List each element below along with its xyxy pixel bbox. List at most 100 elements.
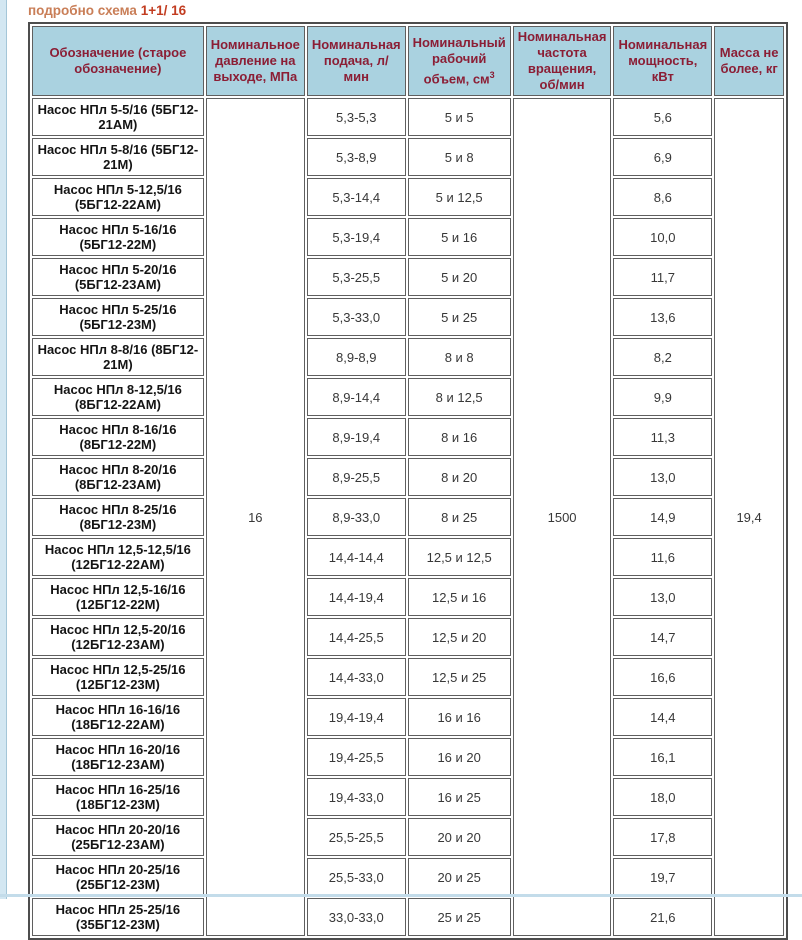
- volume-value-cell: 5 и 8: [408, 138, 511, 176]
- pump-name-cell: Насос НПл 8-16/16 (8БГ12-22М): [32, 418, 204, 456]
- pump-name-cell: Насос НПл 16-16/16 (18БГ12-22АМ): [32, 698, 204, 736]
- power-value-cell: 9,9: [613, 378, 712, 416]
- power-value-cell: 18,0: [613, 778, 712, 816]
- flow-value-cell: 5,3-8,9: [307, 138, 406, 176]
- pump-spec-table: Обозначение (старое обозначение) Номинал…: [28, 22, 788, 940]
- table-row: Насос НПл 20-25/16 (25БГ12-23М) 25,5-33,0…: [32, 858, 784, 896]
- flow-value-cell: 5,3-5,3: [307, 98, 406, 136]
- volume-value-cell: 12,5 и 16: [408, 578, 511, 616]
- power-value-cell: 19,7: [613, 858, 712, 896]
- title-link[interactable]: подробно схема: [28, 3, 141, 18]
- flow-value-cell: 8,9-33,0: [307, 498, 406, 536]
- pump-name-cell: Насос НПл 8-20/16 (8БГ12-23АМ): [32, 458, 204, 496]
- pump-name-cell: Насос НПл 20-20/16 (25БГ12-23АМ): [32, 818, 204, 856]
- volume-value-cell: 20 и 25: [408, 858, 511, 896]
- pump-name-cell: Насос НПл 16-25/16 (18БГ12-23М): [32, 778, 204, 816]
- flow-value-cell: 5,3-19,4: [307, 218, 406, 256]
- power-value-cell: 14,9: [613, 498, 712, 536]
- flow-value-cell: 14,4-19,4: [307, 578, 406, 616]
- power-value-cell: 14,7: [613, 618, 712, 656]
- pump-name-cell: Насос НПл 5-8/16 (5БГ12-21М): [32, 138, 204, 176]
- power-value-cell: 8,2: [613, 338, 712, 376]
- flow-value-cell: 5,3-14,4: [307, 178, 406, 216]
- volume-value-cell: 16 и 25: [408, 778, 511, 816]
- flow-value-cell: 14,4-25,5: [307, 618, 406, 656]
- volume-value-cell: 16 и 16: [408, 698, 511, 736]
- pump-name-cell: Насос НПл 8-25/16 (8БГ12-23М): [32, 498, 204, 536]
- volume-value-cell: 12,5 и 25: [408, 658, 511, 696]
- flow-value-cell: 8,9-19,4: [307, 418, 406, 456]
- speed-value-cell: 1500: [513, 98, 612, 936]
- pump-name-cell: Насос НПл 25-25/16 (35БГ12-23М): [32, 898, 204, 936]
- volume-value-cell: 5 и 5: [408, 98, 511, 136]
- volume-value-cell: 25 и 25: [408, 898, 511, 936]
- pump-name-cell: Насос НПл 12,5-12,5/16 (12БГ12-22АМ): [32, 538, 204, 576]
- volume-value-cell: 12,5 и 20: [408, 618, 511, 656]
- volume-value-cell: 5 и 16: [408, 218, 511, 256]
- page-bottom-edge: [0, 894, 802, 897]
- volume-value-cell: 8 и 12,5: [408, 378, 511, 416]
- power-value-cell: 11,6: [613, 538, 712, 576]
- power-value-cell: 16,1: [613, 738, 712, 776]
- power-value-cell: 21,6: [613, 898, 712, 936]
- header-volume: Номинальный рабочий объем, см3: [408, 26, 511, 96]
- pressure-value-cell: 16: [206, 98, 305, 936]
- flow-value-cell: 25,5-25,5: [307, 818, 406, 856]
- table-row: Насос НПл 12,5-12,5/16 (12БГ12-22АМ) 14,4…: [32, 538, 784, 576]
- power-value-cell: 13,0: [613, 458, 712, 496]
- pump-name-cell: Насос НПл 5-12,5/16 (5БГ12-22АМ): [32, 178, 204, 216]
- pump-name-cell: Насос НПл 8-8/16 (8БГ12-21М): [32, 338, 204, 376]
- title-scheme-label: 1+1/ 16: [141, 3, 186, 18]
- table-row: Насос НПл 25-25/16 (35БГ12-23М) 33,0-33,0…: [32, 898, 784, 936]
- table-row: Насос НПл 20-20/16 (25БГ12-23АМ) 25,5-25,…: [32, 818, 784, 856]
- power-value-cell: 6,9: [613, 138, 712, 176]
- volume-value-cell: 12,5 и 12,5: [408, 538, 511, 576]
- pump-name-cell: Насос НПл 20-25/16 (25БГ12-23М): [32, 858, 204, 896]
- volume-value-cell: 8 и 20: [408, 458, 511, 496]
- flow-value-cell: 14,4-14,4: [307, 538, 406, 576]
- flow-value-cell: 19,4-33,0: [307, 778, 406, 816]
- flow-value-cell: 19,4-19,4: [307, 698, 406, 736]
- pump-name-cell: Насос НПл 12,5-20/16 (12БГ12-23АМ): [32, 618, 204, 656]
- volume-superscript: 3: [490, 70, 495, 80]
- table-row: Насос НПл 12,5-16/16 (12БГ12-22М) 14,4-19…: [32, 578, 784, 616]
- power-value-cell: 11,3: [613, 418, 712, 456]
- pump-name-cell: Насос НПл 8-12,5/16 (8БГ12-22АМ): [32, 378, 204, 416]
- power-value-cell: 13,6: [613, 298, 712, 336]
- power-value-cell: 11,7: [613, 258, 712, 296]
- flow-value-cell: 19,4-25,5: [307, 738, 406, 776]
- power-value-cell: 8,6: [613, 178, 712, 216]
- flow-value-cell: 25,5-33,0: [307, 858, 406, 896]
- header-designation: Обозначение (старое обозначение): [32, 26, 204, 96]
- flow-value-cell: 8,9-14,4: [307, 378, 406, 416]
- power-value-cell: 5,6: [613, 98, 712, 136]
- flow-value-cell: 14,4-33,0: [307, 658, 406, 696]
- flow-value-cell: 5,3-33,0: [307, 298, 406, 336]
- header-pressure: Номинальное давление на выходе, МПа: [206, 26, 305, 96]
- power-value-cell: 13,0: [613, 578, 712, 616]
- power-value-cell: 14,4: [613, 698, 712, 736]
- flow-value-cell: 33,0-33,0: [307, 898, 406, 936]
- table-row: Насос НПл 16-20/16 (18БГ12-23АМ)19,4-25,…: [32, 738, 784, 776]
- pump-name-cell: Насос НПл 5-20/16 (5БГ12-23АМ): [32, 258, 204, 296]
- header-flow: Номинальная подача, л/ мин: [307, 26, 406, 96]
- pump-name-cell: Насос НПл 12,5-16/16 (12БГ12-22М): [32, 578, 204, 616]
- content-area: подробно схема 1+1/ 16 Обозначение (стар…: [28, 0, 788, 940]
- pump-name-cell: Насос НПл 5-25/16 (5БГ12-23М): [32, 298, 204, 336]
- page-title: подробно схема 1+1/ 16: [28, 2, 788, 20]
- header-row: Обозначение (старое обозначение) Номинал…: [32, 26, 784, 96]
- flow-value-cell: 5,3-25,5: [307, 258, 406, 296]
- volume-value-cell: 8 и 25: [408, 498, 511, 536]
- volume-value-cell: 5 и 25: [408, 298, 511, 336]
- table-row: Насос НПл 12,5-20/16 (12БГ12-23АМ) 14,4-2…: [32, 618, 784, 656]
- pump-name-cell: Насос НПл 5-16/16 (5БГ12-22М): [32, 218, 204, 256]
- power-value-cell: 17,8: [613, 818, 712, 856]
